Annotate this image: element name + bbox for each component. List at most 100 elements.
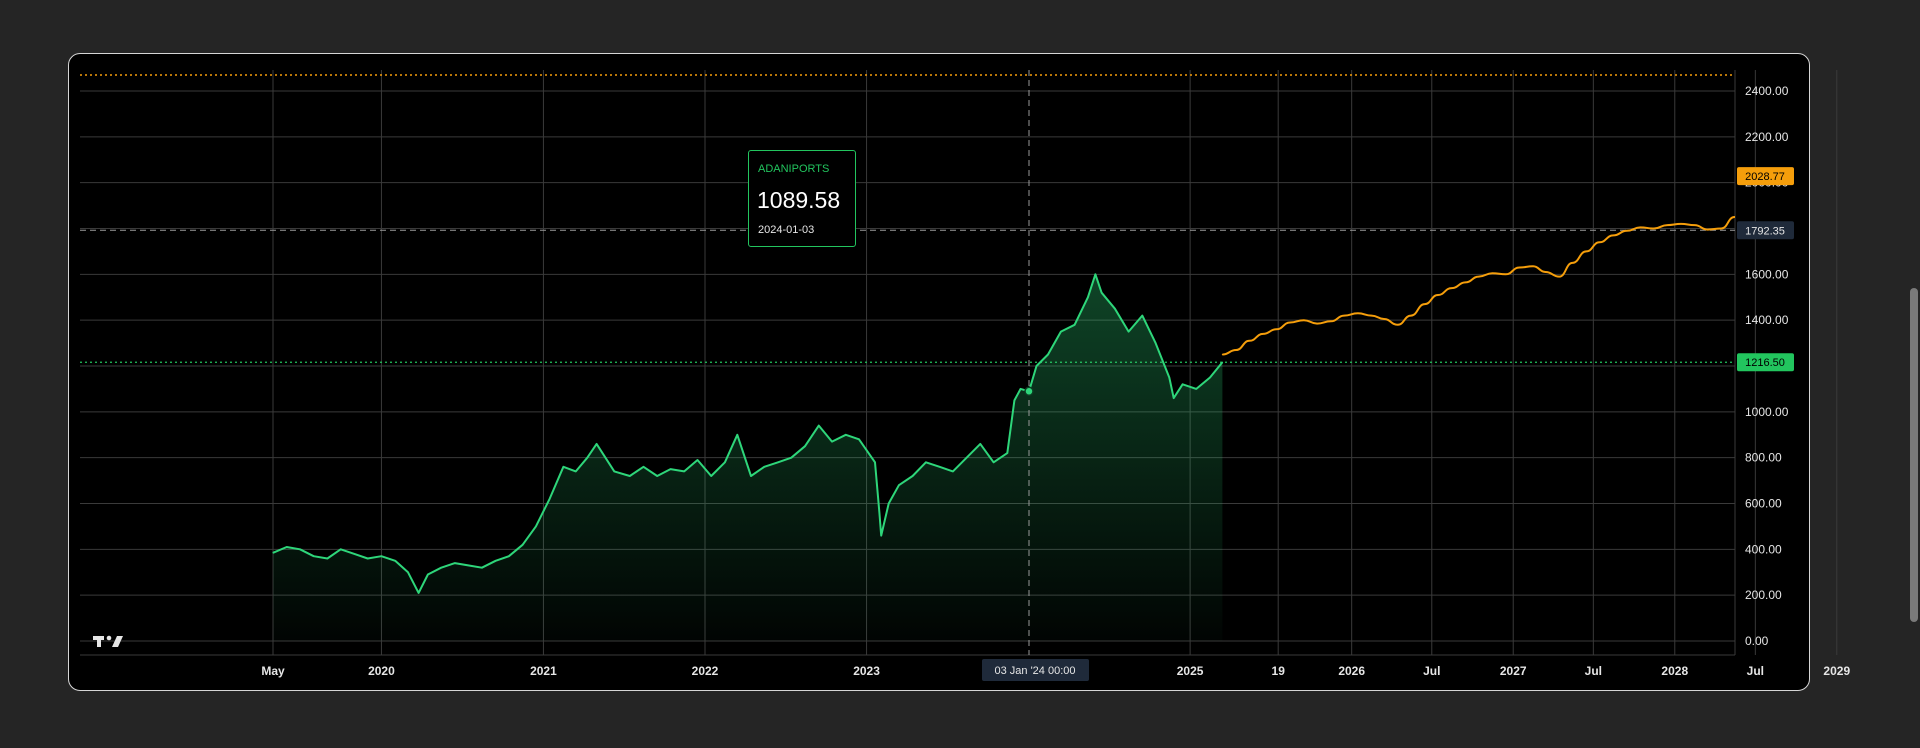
history-point-49 — [898, 484, 900, 486]
history-point-0 — [272, 552, 274, 554]
history-point-72 — [1168, 376, 1170, 379]
forecast-point-16 — [1437, 294, 1439, 296]
history-point-65 — [1087, 296, 1089, 298]
forecast-point-22 — [1518, 266, 1521, 269]
x-tick-label-11: 2028 — [1661, 664, 1688, 678]
history-point-13 — [440, 567, 442, 569]
history-point-25 — [595, 443, 598, 445]
history-point-26 — [613, 470, 615, 473]
history-point-40 — [804, 445, 806, 447]
y-tick-label-1: 200.00 — [1745, 588, 1782, 602]
history-line — [272, 273, 1224, 594]
history-point-5 — [340, 548, 342, 550]
y-tick-label-2: 400.00 — [1745, 542, 1782, 556]
tradingview-logo — [93, 635, 123, 647]
forecast-point-20 — [1491, 272, 1494, 274]
page-scrollbar-thumb[interactable] — [1910, 288, 1918, 622]
history-point-12 — [427, 573, 429, 576]
horizontal-reference-lines — [80, 74, 1735, 363]
history-point-27 — [629, 475, 631, 477]
history-point-56 — [992, 461, 995, 463]
history-point-50 — [911, 475, 914, 477]
history-point-9 — [394, 560, 396, 562]
history-point-47 — [880, 534, 882, 537]
history-point-67 — [1100, 292, 1103, 294]
forecast-point-24 — [1544, 271, 1547, 273]
history-point-76 — [1209, 376, 1211, 379]
forecast-point-45 — [1829, 182, 1830, 183]
history-point-64 — [1073, 324, 1076, 326]
history-point-48 — [888, 502, 890, 505]
history-point-37 — [763, 466, 765, 468]
forecast-point-46 — [1842, 175, 1843, 176]
logo-slash — [112, 636, 123, 647]
history-point-32 — [696, 459, 699, 461]
crosshair-price-badge — [1737, 221, 1794, 240]
history-point-35 — [736, 434, 738, 436]
x-tick-label-1: 2020 — [368, 664, 395, 678]
history-point-11 — [418, 592, 420, 594]
forecast-point-12 — [1383, 318, 1385, 320]
forecast-point-44 — [1815, 180, 1816, 181]
history-point-52 — [938, 466, 941, 468]
y-tick-label-7: 1400.00 — [1745, 313, 1789, 327]
x-tick-label-3: 2022 — [692, 664, 719, 678]
history-point-58 — [1013, 399, 1015, 401]
forecast-point-47 — [1856, 176, 1857, 177]
history-point-43 — [845, 434, 847, 436]
history-point-28 — [642, 466, 645, 468]
forecast-point-0 — [1221, 353, 1224, 356]
forecast-point-26 — [1571, 262, 1574, 264]
history-point-68 — [1114, 308, 1116, 310]
history-point-54 — [965, 457, 968, 459]
history-point-23 — [575, 470, 577, 473]
tooltip-symbol: ADANIPORTS — [758, 163, 830, 175]
last-price-badge — [1737, 353, 1794, 372]
forecast-point-14 — [1410, 314, 1412, 317]
history-area-fill — [273, 274, 1223, 641]
history-point-62 — [1047, 353, 1049, 356]
time-axis: May 2020 2021 2022 2023 2025 19 2026 Jul 2027 Jul 2… — [261, 664, 1850, 678]
history-point-2 — [299, 548, 301, 550]
crosshair-time-label: 03 Jan '24 00:00 — [994, 665, 1075, 677]
history-point-7 — [367, 557, 369, 560]
forecast-point-1 — [1235, 349, 1237, 351]
forecast-point-11 — [1370, 314, 1373, 317]
history-point-57 — [1006, 452, 1008, 454]
forecast-point-39 — [1748, 205, 1749, 206]
forecast-point-25 — [1558, 276, 1560, 278]
history-point-24 — [586, 457, 588, 459]
forecast-point-23 — [1532, 265, 1534, 267]
history-point-39 — [790, 457, 792, 459]
history-point-69 — [1127, 331, 1130, 333]
forecast-point-31 — [1639, 226, 1641, 228]
x-tick-label-13: 2029 — [1823, 664, 1850, 678]
forecast-point-35 — [1694, 224, 1696, 226]
history-point-17 — [495, 560, 497, 562]
forecast-point-3 — [1262, 333, 1264, 335]
history-point-33 — [710, 475, 712, 477]
x-tick-label-12: Jul — [1747, 664, 1764, 678]
y-tick-label-3: 600.00 — [1745, 497, 1782, 511]
x-tick-label-9: 2027 — [1500, 664, 1527, 678]
history-point-59 — [1019, 388, 1022, 390]
history-point-4 — [326, 557, 329, 560]
crosshair — [1024, 70, 1034, 655]
forecast-point-38 — [1733, 216, 1735, 218]
y-tick-label-5: 1000.00 — [1745, 405, 1789, 419]
history-point-20 — [535, 525, 537, 528]
forecast-point-7 — [1316, 323, 1318, 325]
history-point-21 — [549, 498, 551, 500]
forecast-point-10 — [1357, 312, 1359, 314]
history-point-22 — [562, 466, 564, 468]
forecast-point-13 — [1397, 324, 1399, 326]
history-point-1 — [286, 546, 288, 548]
history-point-51 — [925, 461, 927, 463]
forecast-point-37 — [1720, 227, 1722, 230]
history-point-16 — [481, 567, 483, 569]
x-tick-label-10: Jul — [1585, 664, 1602, 678]
forecast-point-49 — [1882, 182, 1883, 183]
forecast-point-30 — [1626, 230, 1628, 232]
y-tick-label-8: 1600.00 — [1745, 267, 1789, 281]
